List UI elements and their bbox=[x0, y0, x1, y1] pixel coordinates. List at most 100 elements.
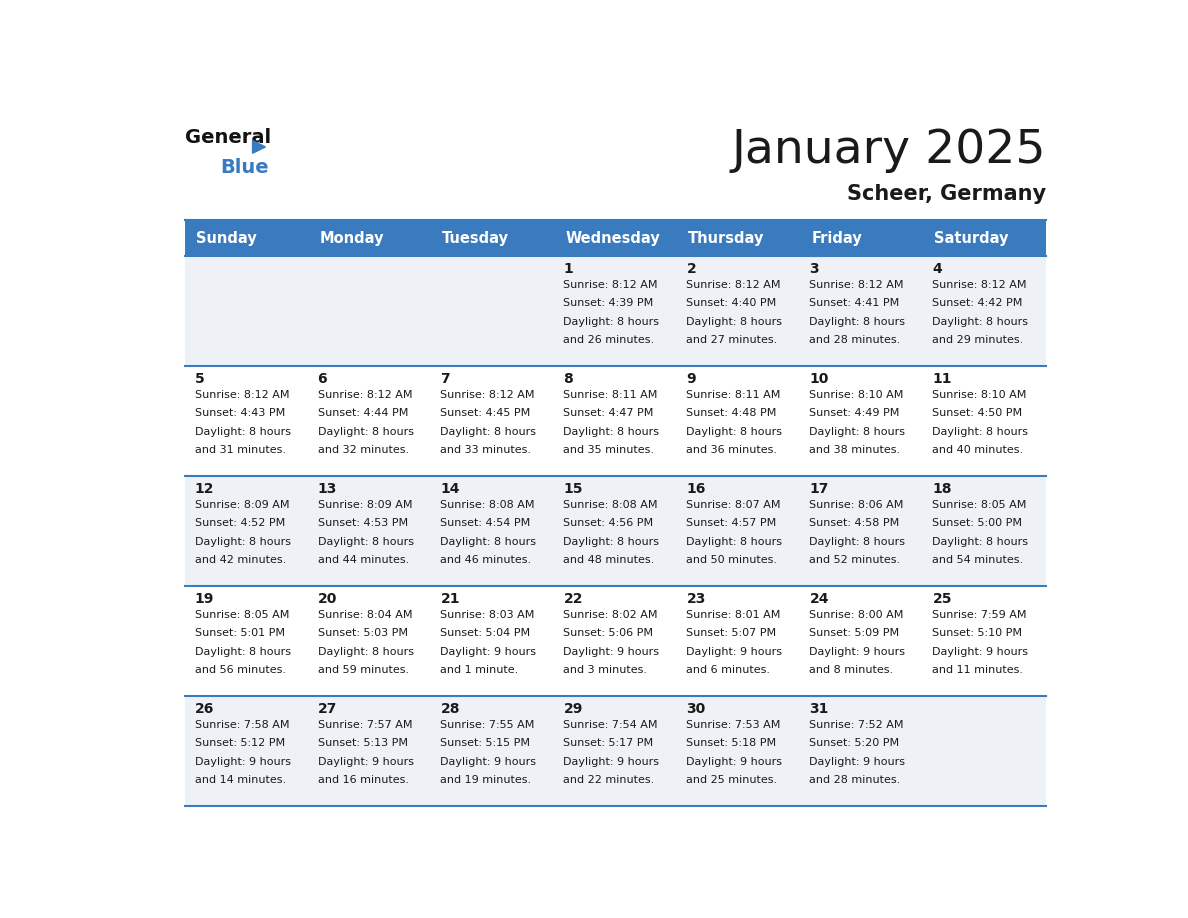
Text: Daylight: 8 hours: Daylight: 8 hours bbox=[441, 536, 537, 546]
Text: Daylight: 9 hours: Daylight: 9 hours bbox=[317, 756, 413, 767]
Text: Sunrise: 7:59 AM: Sunrise: 7:59 AM bbox=[933, 610, 1026, 620]
Text: 13: 13 bbox=[317, 482, 337, 496]
Text: Sunset: 5:20 PM: Sunset: 5:20 PM bbox=[809, 738, 899, 748]
Polygon shape bbox=[253, 140, 265, 153]
Text: Sunrise: 8:04 AM: Sunrise: 8:04 AM bbox=[317, 610, 412, 620]
Bar bbox=[555, 219, 677, 256]
Text: Daylight: 8 hours: Daylight: 8 hours bbox=[563, 427, 659, 437]
Bar bbox=[677, 219, 801, 256]
Text: Sunrise: 8:08 AM: Sunrise: 8:08 AM bbox=[563, 499, 658, 509]
Text: 31: 31 bbox=[809, 702, 829, 716]
Text: Sunset: 4:47 PM: Sunset: 4:47 PM bbox=[563, 409, 653, 419]
Text: Sunset: 4:57 PM: Sunset: 4:57 PM bbox=[687, 518, 777, 528]
Text: Sunrise: 7:58 AM: Sunrise: 7:58 AM bbox=[195, 720, 289, 730]
Text: and 59 minutes.: and 59 minutes. bbox=[317, 665, 409, 675]
Text: Friday: Friday bbox=[811, 230, 862, 246]
Text: Sunrise: 8:05 AM: Sunrise: 8:05 AM bbox=[195, 610, 289, 620]
Text: and 25 minutes.: and 25 minutes. bbox=[687, 775, 778, 785]
Text: Sunset: 5:07 PM: Sunset: 5:07 PM bbox=[687, 628, 777, 638]
Text: and 36 minutes.: and 36 minutes. bbox=[687, 445, 777, 455]
Text: and 38 minutes.: and 38 minutes. bbox=[809, 445, 901, 455]
Text: Sunset: 4:52 PM: Sunset: 4:52 PM bbox=[195, 518, 285, 528]
Text: Sunset: 5:04 PM: Sunset: 5:04 PM bbox=[441, 628, 531, 638]
Text: Sunset: 5:03 PM: Sunset: 5:03 PM bbox=[317, 628, 407, 638]
Text: Daylight: 9 hours: Daylight: 9 hours bbox=[809, 646, 905, 656]
Text: Sunrise: 7:55 AM: Sunrise: 7:55 AM bbox=[441, 720, 535, 730]
Text: Daylight: 8 hours: Daylight: 8 hours bbox=[563, 536, 659, 546]
Text: and 16 minutes.: and 16 minutes. bbox=[317, 775, 409, 785]
Text: Sunset: 5:15 PM: Sunset: 5:15 PM bbox=[441, 738, 531, 748]
Text: Daylight: 8 hours: Daylight: 8 hours bbox=[563, 317, 659, 327]
Text: and 1 minute.: and 1 minute. bbox=[441, 665, 519, 675]
Text: Sunset: 5:13 PM: Sunset: 5:13 PM bbox=[317, 738, 407, 748]
Text: Sunrise: 8:03 AM: Sunrise: 8:03 AM bbox=[441, 610, 535, 620]
Text: 4: 4 bbox=[933, 263, 942, 276]
Text: 26: 26 bbox=[195, 702, 214, 716]
Text: Sunset: 4:39 PM: Sunset: 4:39 PM bbox=[563, 298, 653, 308]
Text: and 8 minutes.: and 8 minutes. bbox=[809, 665, 893, 675]
Text: Daylight: 8 hours: Daylight: 8 hours bbox=[933, 536, 1029, 546]
Text: Sunset: 5:01 PM: Sunset: 5:01 PM bbox=[195, 628, 285, 638]
Text: 22: 22 bbox=[563, 592, 583, 606]
Text: Wednesday: Wednesday bbox=[565, 230, 661, 246]
Text: 25: 25 bbox=[933, 592, 952, 606]
Text: General: General bbox=[185, 128, 271, 147]
Text: Sunrise: 8:01 AM: Sunrise: 8:01 AM bbox=[687, 610, 781, 620]
Text: Sunrise: 8:12 AM: Sunrise: 8:12 AM bbox=[441, 390, 535, 400]
Text: and 35 minutes.: and 35 minutes. bbox=[563, 445, 655, 455]
Text: Monday: Monday bbox=[320, 230, 384, 246]
Text: Sunset: 4:43 PM: Sunset: 4:43 PM bbox=[195, 409, 285, 419]
Text: and 42 minutes.: and 42 minutes. bbox=[195, 554, 286, 565]
Text: 14: 14 bbox=[441, 482, 460, 496]
Text: and 6 minutes.: and 6 minutes. bbox=[687, 665, 771, 675]
Text: 10: 10 bbox=[809, 372, 829, 386]
Bar bbox=[185, 366, 1047, 476]
Bar bbox=[185, 219, 309, 256]
Bar bbox=[801, 219, 923, 256]
Text: Sunset: 4:56 PM: Sunset: 4:56 PM bbox=[563, 518, 653, 528]
Text: 9: 9 bbox=[687, 372, 696, 386]
Text: Sunset: 4:41 PM: Sunset: 4:41 PM bbox=[809, 298, 899, 308]
Text: and 29 minutes.: and 29 minutes. bbox=[933, 335, 1024, 345]
Text: Daylight: 8 hours: Daylight: 8 hours bbox=[933, 317, 1029, 327]
Text: 29: 29 bbox=[563, 702, 583, 716]
Text: Daylight: 9 hours: Daylight: 9 hours bbox=[195, 756, 291, 767]
Text: 16: 16 bbox=[687, 482, 706, 496]
Text: 20: 20 bbox=[317, 592, 337, 606]
Text: Sunset: 4:42 PM: Sunset: 4:42 PM bbox=[933, 298, 1023, 308]
Bar bbox=[431, 219, 555, 256]
Text: and 27 minutes.: and 27 minutes. bbox=[687, 335, 778, 345]
Text: 19: 19 bbox=[195, 592, 214, 606]
Text: Sunset: 5:12 PM: Sunset: 5:12 PM bbox=[195, 738, 285, 748]
Text: Sunset: 4:58 PM: Sunset: 4:58 PM bbox=[809, 518, 899, 528]
Text: and 28 minutes.: and 28 minutes. bbox=[809, 335, 901, 345]
Text: Daylight: 8 hours: Daylight: 8 hours bbox=[441, 427, 537, 437]
Text: Sunrise: 8:12 AM: Sunrise: 8:12 AM bbox=[687, 280, 781, 290]
Text: and 19 minutes.: and 19 minutes. bbox=[441, 775, 531, 785]
Text: and 50 minutes.: and 50 minutes. bbox=[687, 554, 777, 565]
Text: and 33 minutes.: and 33 minutes. bbox=[441, 445, 531, 455]
Text: 28: 28 bbox=[441, 702, 460, 716]
Text: 11: 11 bbox=[933, 372, 952, 386]
Text: Sunset: 5:09 PM: Sunset: 5:09 PM bbox=[809, 628, 899, 638]
Text: 2: 2 bbox=[687, 263, 696, 276]
Text: January 2025: January 2025 bbox=[732, 128, 1047, 173]
Text: Saturday: Saturday bbox=[934, 230, 1009, 246]
Text: Blue: Blue bbox=[220, 158, 268, 177]
Text: 21: 21 bbox=[441, 592, 460, 606]
Text: Sunrise: 8:11 AM: Sunrise: 8:11 AM bbox=[687, 390, 781, 400]
Text: Sunset: 5:17 PM: Sunset: 5:17 PM bbox=[563, 738, 653, 748]
Text: Daylight: 8 hours: Daylight: 8 hours bbox=[317, 536, 413, 546]
Text: and 56 minutes.: and 56 minutes. bbox=[195, 665, 285, 675]
Text: Daylight: 8 hours: Daylight: 8 hours bbox=[317, 646, 413, 656]
Text: Sunset: 5:00 PM: Sunset: 5:00 PM bbox=[933, 518, 1023, 528]
Text: Sunrise: 8:09 AM: Sunrise: 8:09 AM bbox=[195, 499, 289, 509]
Text: Daylight: 8 hours: Daylight: 8 hours bbox=[195, 646, 291, 656]
Text: and 31 minutes.: and 31 minutes. bbox=[195, 445, 285, 455]
Text: Sunrise: 8:02 AM: Sunrise: 8:02 AM bbox=[563, 610, 658, 620]
Text: Daylight: 8 hours: Daylight: 8 hours bbox=[687, 427, 783, 437]
Text: Daylight: 9 hours: Daylight: 9 hours bbox=[687, 756, 783, 767]
Text: and 26 minutes.: and 26 minutes. bbox=[563, 335, 655, 345]
Text: Sunrise: 8:07 AM: Sunrise: 8:07 AM bbox=[687, 499, 781, 509]
Text: Daylight: 8 hours: Daylight: 8 hours bbox=[933, 427, 1029, 437]
